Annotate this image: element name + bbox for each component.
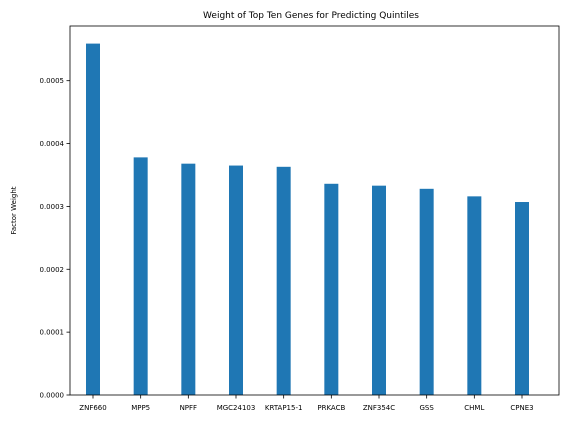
x-tick-label: GSS xyxy=(420,404,435,412)
y-tick-label: 0.0004 xyxy=(40,140,65,148)
bars-group xyxy=(86,43,529,395)
bar-mgc24103 xyxy=(229,165,243,395)
y-tick-label: 0.0001 xyxy=(40,329,65,337)
bar-krtap15-1 xyxy=(276,166,291,395)
x-tick-label: ZNF354C xyxy=(363,404,395,412)
x-tick-label: ZNF660 xyxy=(79,404,106,412)
x-tick-label: CPNE3 xyxy=(510,404,533,412)
y-tick-label: 0.0003 xyxy=(40,203,65,211)
x-tick-label: CHML xyxy=(464,404,484,412)
x-axis: ZNF660 MPP5 NPFF MGC24103 KRTAP15-1 PRKACB ZNF… xyxy=(79,395,534,412)
y-tick-label: 0.0000 xyxy=(40,392,65,400)
x-tick-label: MPP5 xyxy=(131,404,150,412)
chart-title: Weight of Top Ten Genes for Predicting Q… xyxy=(203,11,419,21)
bar-prkacb xyxy=(324,183,339,395)
y-axis: 0.0000 0.0001 0.0002 0.0003 0.0004 0.0005 xyxy=(40,77,70,400)
bar-gss xyxy=(419,188,434,395)
bar-chml xyxy=(467,196,482,395)
bar-cpne3 xyxy=(515,202,529,395)
x-tick-label: KRTAP15-1 xyxy=(265,404,303,412)
bar-npff xyxy=(181,163,196,395)
plot-frame xyxy=(69,25,560,396)
y-tick-label: 0.0005 xyxy=(40,77,65,85)
bar-mpp5 xyxy=(133,157,148,395)
bar-znf660 xyxy=(86,43,100,395)
x-tick-label: PRKACB xyxy=(317,404,345,412)
y-axis-label: Factor Weight xyxy=(10,186,18,234)
bar-znf354c xyxy=(372,185,386,395)
x-tick-label: MGC24103 xyxy=(217,404,256,412)
y-tick-label: 0.0002 xyxy=(40,266,65,274)
x-tick-label: NPFF xyxy=(180,404,198,412)
